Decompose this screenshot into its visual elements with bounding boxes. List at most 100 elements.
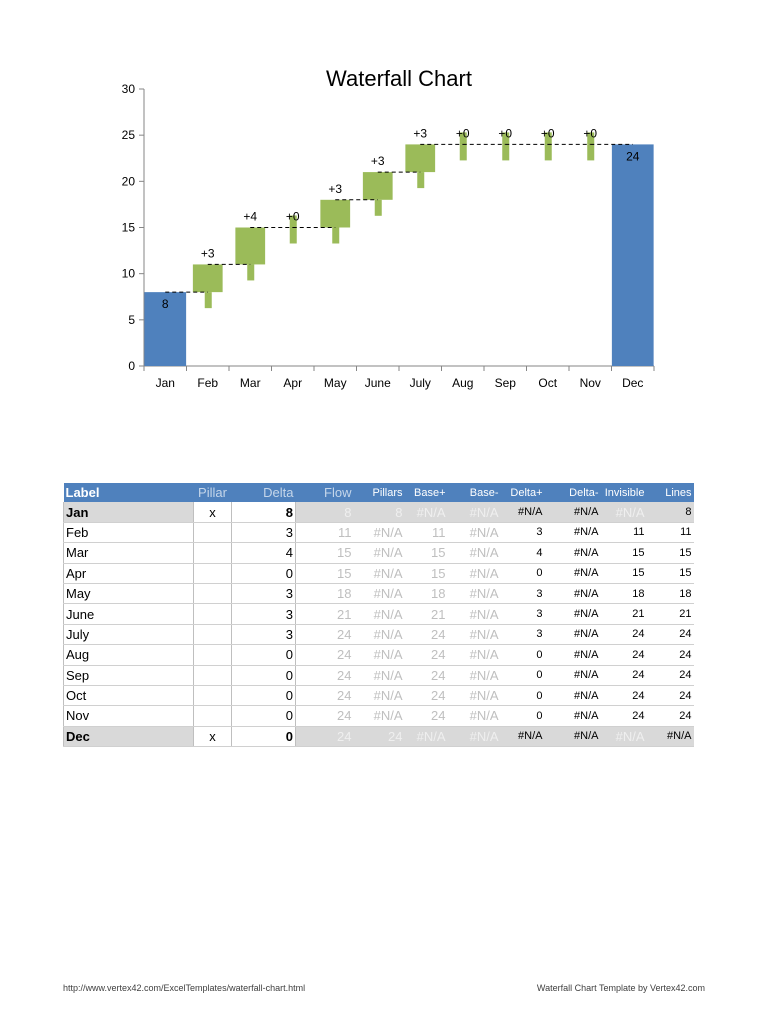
cell-base-minus[interactable]: #N/A xyxy=(447,685,501,707)
cell-delta-plus[interactable]: 4 xyxy=(500,542,545,564)
cell-delta-minus[interactable]: #N/A xyxy=(544,563,601,584)
cell-base-plus[interactable]: 24 xyxy=(404,624,448,646)
cell-delta-minus[interactable]: #N/A xyxy=(544,502,601,523)
cell-label[interactable]: Nov xyxy=(63,705,194,727)
cell-lines[interactable]: 8 xyxy=(646,502,694,523)
cell-base-plus[interactable]: 11 xyxy=(404,522,448,544)
cell-invisible[interactable]: 11 xyxy=(600,522,647,544)
cell-pillar[interactable] xyxy=(193,685,232,707)
cell-pillars[interactable]: #N/A xyxy=(353,583,405,605)
cell-lines[interactable]: 21 xyxy=(646,603,694,625)
cell-pillars[interactable]: #N/A xyxy=(353,644,405,666)
cell-delta[interactable]: 0 xyxy=(231,685,296,707)
cell-delta-minus[interactable]: #N/A xyxy=(544,542,601,564)
cell-lines[interactable]: 24 xyxy=(646,644,694,666)
cell-pillar[interactable] xyxy=(193,522,232,544)
cell-flow[interactable]: 11 xyxy=(295,522,354,544)
cell-pillars[interactable]: 24 xyxy=(353,726,405,748)
cell-delta-minus[interactable]: #N/A xyxy=(544,665,601,686)
cell-delta[interactable]: 3 xyxy=(231,603,296,625)
cell-delta-minus[interactable]: #N/A xyxy=(544,726,601,748)
cell-lines[interactable]: 11 xyxy=(646,522,694,544)
cell-base-plus[interactable]: 24 xyxy=(404,685,448,707)
cell-base-plus[interactable]: 24 xyxy=(404,665,448,686)
cell-base-plus[interactable]: 15 xyxy=(404,542,448,564)
cell-label[interactable]: Aug xyxy=(63,644,194,666)
cell-delta[interactable]: 3 xyxy=(231,583,296,605)
cell-base-minus[interactable]: #N/A xyxy=(447,603,501,625)
cell-invisible[interactable]: 18 xyxy=(600,583,647,605)
cell-flow[interactable]: 24 xyxy=(295,685,354,707)
cell-delta-plus[interactable]: 0 xyxy=(500,665,545,686)
cell-label[interactable]: Sep xyxy=(63,665,194,686)
cell-base-plus[interactable]: 18 xyxy=(404,583,448,605)
cell-invisible[interactable]: 15 xyxy=(600,563,647,584)
cell-pillar[interactable] xyxy=(193,644,232,666)
cell-flow[interactable]: 15 xyxy=(295,542,354,564)
cell-label[interactable]: Dec xyxy=(63,726,194,748)
cell-invisible[interactable]: #N/A xyxy=(600,502,647,523)
cell-delta[interactable]: 0 xyxy=(231,563,296,584)
cell-delta-minus[interactable]: #N/A xyxy=(544,685,601,707)
cell-flow[interactable]: 21 xyxy=(295,603,354,625)
cell-delta-minus[interactable]: #N/A xyxy=(544,522,601,544)
cell-flow[interactable]: 8 xyxy=(295,502,354,523)
cell-flow[interactable]: 24 xyxy=(295,665,354,686)
cell-pillars[interactable]: #N/A xyxy=(353,624,405,646)
cell-base-plus[interactable]: 24 xyxy=(404,644,448,666)
cell-pillars[interactable]: #N/A xyxy=(353,563,405,584)
cell-invisible[interactable]: 24 xyxy=(600,705,647,727)
cell-delta[interactable]: 0 xyxy=(231,665,296,686)
cell-base-minus[interactable]: #N/A xyxy=(447,624,501,646)
cell-base-minus[interactable]: #N/A xyxy=(447,502,501,523)
cell-flow[interactable]: 24 xyxy=(295,624,354,646)
cell-delta[interactable]: 8 xyxy=(231,502,296,523)
cell-pillars[interactable]: #N/A xyxy=(353,542,405,564)
cell-delta-plus[interactable]: 0 xyxy=(500,644,545,666)
cell-delta[interactable]: 0 xyxy=(231,705,296,727)
cell-delta[interactable]: 3 xyxy=(231,624,296,646)
cell-pillar[interactable] xyxy=(193,563,232,584)
cell-label[interactable]: Oct xyxy=(63,685,194,707)
cell-base-plus[interactable]: 21 xyxy=(404,603,448,625)
cell-base-minus[interactable]: #N/A xyxy=(447,583,501,605)
cell-label[interactable]: June xyxy=(63,603,194,625)
cell-pillars[interactable]: 8 xyxy=(353,502,405,523)
cell-pillars[interactable]: #N/A xyxy=(353,522,405,544)
cell-base-minus[interactable]: #N/A xyxy=(447,644,501,666)
cell-delta[interactable]: 0 xyxy=(231,644,296,666)
cell-base-minus[interactable]: #N/A xyxy=(447,705,501,727)
cell-label[interactable]: Apr xyxy=(63,563,194,584)
cell-base-plus[interactable]: #N/A xyxy=(404,726,448,748)
cell-flow[interactable]: 18 xyxy=(295,583,354,605)
cell-invisible[interactable]: #N/A xyxy=(600,726,647,748)
cell-lines[interactable]: 15 xyxy=(646,563,694,584)
cell-base-minus[interactable]: #N/A xyxy=(447,542,501,564)
cell-lines[interactable]: 24 xyxy=(646,624,694,646)
cell-pillars[interactable]: #N/A xyxy=(353,685,405,707)
cell-delta-minus[interactable]: #N/A xyxy=(544,705,601,727)
cell-delta[interactable]: 3 xyxy=(231,522,296,544)
cell-delta[interactable]: 4 xyxy=(231,542,296,564)
cell-pillar[interactable]: x xyxy=(193,726,232,748)
cell-invisible[interactable]: 24 xyxy=(600,644,647,666)
cell-flow[interactable]: 24 xyxy=(295,644,354,666)
cell-delta-minus[interactable]: #N/A xyxy=(544,644,601,666)
cell-label[interactable]: May xyxy=(63,583,194,605)
cell-label[interactable]: Mar xyxy=(63,542,194,564)
cell-label[interactable]: Feb xyxy=(63,522,194,544)
cell-pillar[interactable] xyxy=(193,603,232,625)
cell-invisible[interactable]: 24 xyxy=(600,665,647,686)
cell-lines[interactable]: 15 xyxy=(646,542,694,564)
cell-delta-plus[interactable]: 3 xyxy=(500,624,545,646)
cell-pillar[interactable] xyxy=(193,665,232,686)
cell-invisible[interactable]: 24 xyxy=(600,624,647,646)
cell-delta-plus[interactable]: #N/A xyxy=(500,502,545,523)
cell-base-plus[interactable]: 15 xyxy=(404,563,448,584)
cell-delta-minus[interactable]: #N/A xyxy=(544,583,601,605)
cell-base-minus[interactable]: #N/A xyxy=(447,665,501,686)
cell-flow[interactable]: 24 xyxy=(295,726,354,748)
cell-invisible[interactable]: 15 xyxy=(600,542,647,564)
cell-delta[interactable]: 0 xyxy=(231,726,296,748)
cell-flow[interactable]: 24 xyxy=(295,705,354,727)
